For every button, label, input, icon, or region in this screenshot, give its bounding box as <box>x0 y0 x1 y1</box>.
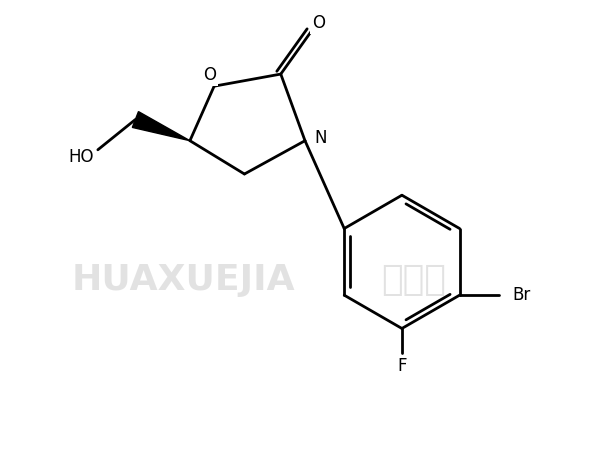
Text: F: F <box>397 357 407 375</box>
Text: 化学加: 化学加 <box>382 263 447 297</box>
Polygon shape <box>132 111 190 141</box>
Text: HUAXUEJIA: HUAXUEJIA <box>72 263 296 297</box>
Text: O: O <box>203 66 216 84</box>
Text: O: O <box>312 14 325 32</box>
Text: HO: HO <box>68 148 94 166</box>
Text: Br: Br <box>512 286 531 304</box>
Text: N: N <box>314 129 326 147</box>
